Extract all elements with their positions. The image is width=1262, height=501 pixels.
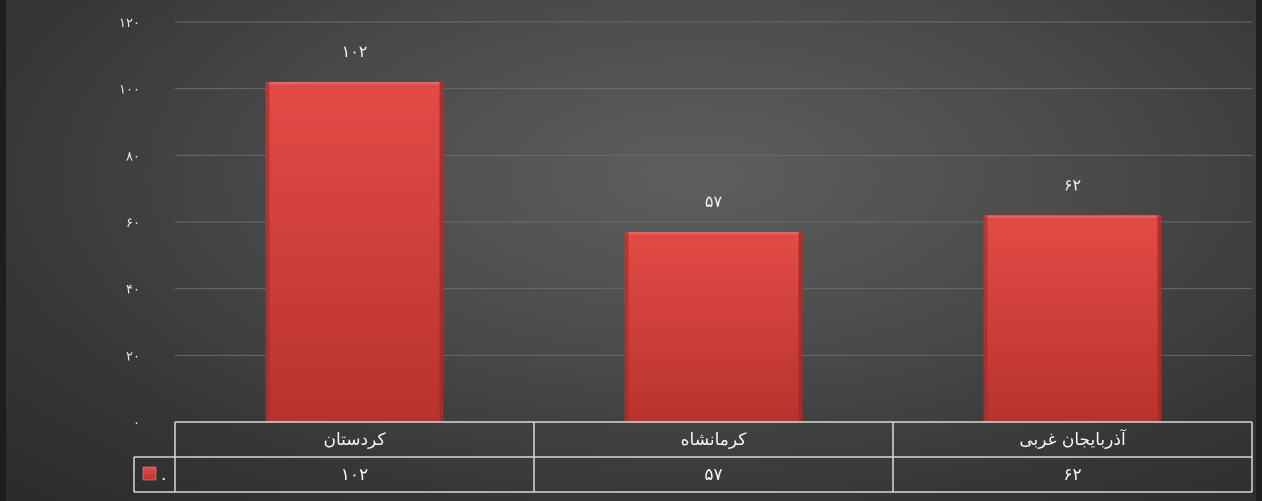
- category-label: کرمانشاه: [681, 430, 748, 450]
- y-tick-label: ۰: [133, 416, 140, 431]
- y-axis-ticks: ۰ ۲۰ ۴۰ ۶۰ ۸۰ ۱۰۰ ۱۲۰: [119, 16, 140, 431]
- data-table: کردستان ۱۰۲ کرمانشاه ۵۷ آذربایجان غربی ۶۲.: [133, 421, 1253, 493]
- bar: [265, 82, 444, 422]
- bar-bevel-left: [983, 215, 988, 422]
- data-labels: ۱۰۲ ۵۷ ۶۲: [342, 42, 1081, 211]
- y-tick-label: ۸۰: [126, 149, 140, 164]
- table-value: ۱۰۲: [341, 465, 368, 485]
- y-tick-label: ۲۰: [126, 349, 140, 364]
- bar-bevel-top: [983, 215, 1162, 221]
- legend-key: [142, 466, 157, 481]
- frame-edge-right: [1256, 0, 1262, 501]
- bar-bevel-left: [265, 82, 270, 422]
- y-tick-label: ۴۰: [126, 283, 140, 298]
- data-label: ۶۲: [1064, 175, 1081, 194]
- bar-bevel-top: [265, 82, 444, 87]
- bar: [983, 215, 1162, 422]
- bar: [624, 232, 803, 422]
- frame-edge-left: [0, 0, 6, 501]
- y-tick-label: ۶۰: [126, 216, 140, 231]
- table-value: ۶۲: [1063, 465, 1081, 485]
- table-value: ۵۷: [704, 465, 722, 485]
- data-label: ۱۰۲: [342, 42, 368, 61]
- data-label: ۵۷: [705, 192, 723, 211]
- bar-bevel-top: [624, 232, 803, 237]
- category-label: آذربایجان غربی: [1019, 428, 1127, 450]
- bars: [265, 82, 1162, 422]
- bar-bevel-left: [624, 232, 629, 422]
- bar-bevel-right: [439, 82, 444, 422]
- y-tick-label: ۱۲۰: [119, 16, 140, 31]
- y-tick-label: ۱۰۰: [119, 83, 140, 98]
- bar-bevel-right: [1157, 215, 1162, 422]
- bar-body: [983, 215, 1162, 422]
- bar-bevel-right: [798, 232, 803, 422]
- category-label: کردستان: [323, 430, 386, 450]
- bar-body: [265, 82, 444, 422]
- bar-body: [624, 232, 803, 422]
- legend-series-name: .: [161, 465, 166, 485]
